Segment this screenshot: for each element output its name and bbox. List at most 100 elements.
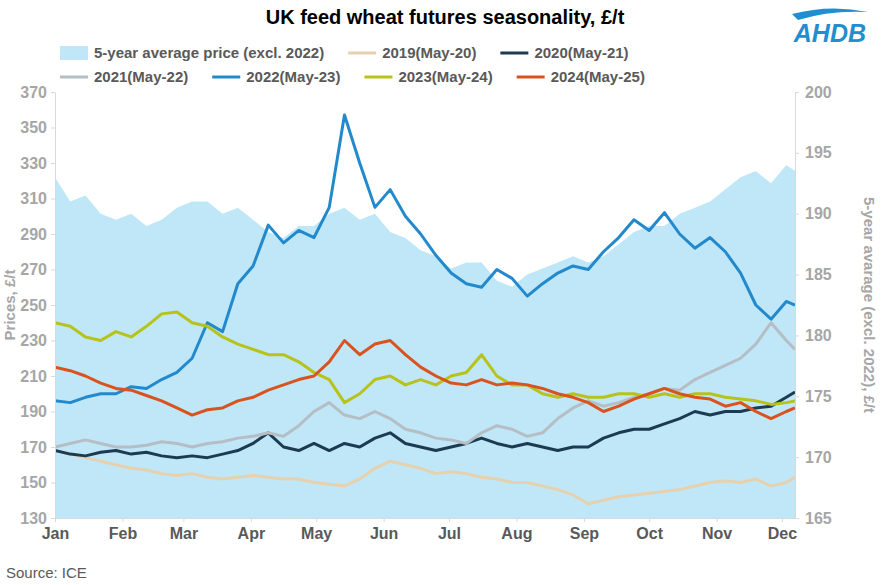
tick-mark — [51, 92, 55, 93]
axis: 165170175180185190195200 — [795, 84, 832, 527]
legend-item: 2021(May-22) — [60, 68, 188, 85]
tick-mark — [649, 518, 650, 522]
tick-label: 150 — [20, 474, 47, 491]
legend-label: 2023(May-24) — [398, 68, 492, 85]
line — [55, 323, 795, 447]
tick-mark — [51, 128, 55, 129]
tick-label: 175 — [805, 388, 832, 405]
tick: Oct — [636, 518, 663, 542]
source: Source: ICE — [6, 564, 87, 581]
tick-label: Mar — [170, 525, 198, 542]
tick-mark — [51, 163, 55, 164]
tick-mark — [795, 275, 799, 276]
tick-label: Nov — [702, 525, 732, 542]
tick-mark — [51, 518, 55, 519]
tick-label: Aug — [501, 525, 532, 542]
legend-swatch — [60, 46, 88, 60]
tick: Nov — [702, 518, 732, 542]
legend-item: 2022(May-23) — [212, 68, 340, 85]
y2-axis-title: 5-year avarage (excl. 2022), £/t — [861, 197, 878, 413]
tick-label: Jun — [370, 525, 398, 542]
tick: Jul — [438, 518, 461, 542]
tick: 200 — [795, 84, 832, 101]
legend-label: 2024(May-25) — [551, 68, 645, 85]
tick-mark — [51, 234, 55, 235]
tick: Apr — [238, 518, 266, 542]
tick: 165 — [795, 510, 832, 527]
tick: 180 — [795, 327, 832, 344]
tick-label: 195 — [805, 144, 832, 161]
tick-mark — [251, 518, 252, 522]
tick-label: 200 — [805, 84, 832, 101]
y-axis-title: Prices, £/t — [1, 270, 18, 341]
legend-item: 2024(May-25) — [517, 68, 645, 85]
tick: Aug — [501, 518, 532, 542]
legend-swatch — [517, 76, 545, 79]
tick-label: 310 — [20, 190, 47, 207]
legend-item: 5-year average price (excl. 2022) — [60, 44, 324, 61]
tick-label: 130 — [20, 510, 47, 527]
tick-label: 330 — [20, 155, 47, 172]
legend-item: 2020(May-21) — [500, 44, 628, 61]
tick-label: Jul — [438, 525, 461, 542]
tick: Dec — [768, 518, 797, 542]
legend-swatch — [500, 52, 528, 55]
tick-label: 230 — [20, 332, 47, 349]
legend-label: 2020(May-21) — [534, 44, 628, 61]
axis-line — [55, 93, 56, 519]
axis-line — [56, 518, 796, 519]
tick: Mar — [170, 518, 198, 542]
tick: Jun — [370, 518, 398, 542]
tick: 150 — [20, 474, 55, 491]
tick-mark — [449, 518, 450, 522]
tick-label: Jan — [42, 525, 70, 542]
tick-label: May — [301, 525, 332, 542]
tick: 290 — [20, 226, 55, 243]
tick-label: 165 — [805, 510, 832, 527]
tick-label: Feb — [109, 525, 138, 542]
tick-mark — [795, 92, 799, 93]
legend-swatch — [212, 76, 240, 79]
line — [55, 115, 795, 403]
tick-mark — [51, 270, 55, 271]
tick-label: Sep — [570, 525, 600, 542]
axis-line — [795, 93, 796, 519]
tick: 270 — [20, 261, 55, 278]
tick-mark — [584, 518, 585, 522]
tick-mark — [51, 341, 55, 342]
tick: May — [301, 518, 332, 542]
logo: AHDB — [792, 8, 868, 47]
axis: 130150170190210230250270290310330350370 — [20, 84, 55, 527]
line — [55, 312, 795, 404]
tick: Feb — [109, 518, 138, 542]
tick: 190 — [20, 403, 55, 420]
legend-swatch — [60, 76, 88, 79]
tick: 170 — [20, 439, 55, 456]
tick-mark — [122, 518, 123, 522]
tick-mark — [51, 412, 55, 413]
tick-label: Dec — [768, 525, 797, 542]
tick-label: 190 — [20, 403, 47, 420]
tick-mark — [384, 518, 385, 522]
tick-mark — [795, 335, 799, 336]
tick: 230 — [20, 332, 55, 349]
tick-label: 170 — [20, 439, 47, 456]
plot-area — [55, 115, 795, 518]
tick: 210 — [20, 368, 55, 385]
tick: 310 — [20, 190, 55, 207]
tick-label: 270 — [20, 261, 47, 278]
legend-label: 2021(May-22) — [94, 68, 188, 85]
tick-label: 190 — [805, 205, 832, 222]
tick-label: 250 — [20, 297, 47, 314]
tick-mark — [51, 199, 55, 200]
tick: 190 — [795, 205, 832, 222]
tick: 170 — [795, 449, 832, 466]
chart: UK feed wheat futures seasonality, £/tAH… — [0, 0, 881, 585]
tick-mark — [782, 518, 783, 522]
tick-label: 210 — [20, 368, 47, 385]
tick-mark — [51, 376, 55, 377]
tick-label: 180 — [805, 327, 832, 344]
tick: 330 — [20, 155, 55, 172]
legend-item: 2023(May-24) — [364, 68, 492, 85]
tick-label: Apr — [238, 525, 266, 542]
